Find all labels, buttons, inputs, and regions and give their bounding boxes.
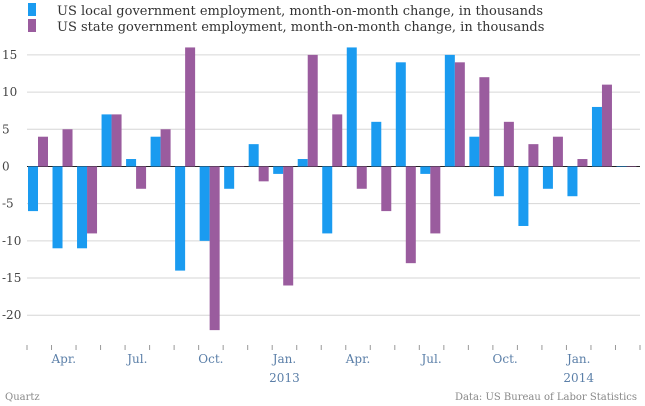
bar-state	[111, 114, 122, 167]
bar-state	[209, 166, 220, 331]
bar-local	[591, 106, 602, 167]
x-tick-label: Jul.	[419, 352, 441, 366]
y-tick-label: -15	[2, 271, 21, 285]
bar-local	[77, 166, 88, 249]
bar-local	[150, 136, 161, 167]
bar-local	[420, 166, 431, 174]
bar-state	[62, 129, 73, 167]
bar-local	[297, 159, 308, 167]
bar-state	[528, 144, 539, 167]
bar-local	[52, 166, 63, 249]
legend-label-local: US local government employment, month-on…	[57, 4, 543, 19]
x-axis: Apr. Jul. Oct. Jan. 2013 Apr. Jul. Oct. Jan. 2014	[26, 345, 641, 385]
x-tick-label: Jul.	[125, 352, 147, 366]
bar-local	[346, 47, 357, 167]
bar-local	[567, 166, 578, 197]
source-right: Data: US Bureau of Labor Statistics	[455, 392, 637, 403]
y-axis: 15 10 5 0 -5 -10 -15 -20	[2, 48, 21, 322]
y-tick-label: -5	[2, 197, 14, 211]
x-tick-year: 2013	[269, 371, 300, 385]
bar-local	[444, 54, 455, 167]
bar-local	[126, 159, 137, 167]
bar-state	[258, 166, 269, 182]
bar-state	[87, 166, 98, 234]
bar-state	[332, 114, 343, 167]
legend: US local government employment, month-on…	[28, 3, 544, 35]
x-tick-label: Jan.	[271, 352, 297, 366]
bar-state	[160, 129, 171, 167]
bars	[28, 47, 637, 331]
bar-state	[626, 166, 637, 167]
bar-state	[234, 166, 245, 167]
bar-state	[38, 136, 48, 167]
y-tick-label: 15	[2, 48, 17, 62]
legend-swatch-state	[28, 19, 36, 32]
bar-state	[283, 166, 294, 286]
bar-state	[185, 47, 196, 167]
bar-state	[307, 54, 318, 167]
x-tick-label: Jan.	[565, 352, 591, 366]
bar-local	[616, 166, 627, 167]
bar-local	[395, 62, 406, 167]
bar-state	[503, 121, 514, 167]
bar-state	[454, 62, 465, 167]
bar-local	[542, 166, 553, 189]
bar-local	[224, 166, 235, 189]
bar-local	[101, 114, 112, 167]
y-tick-label: 5	[2, 122, 10, 136]
x-tick-label: Apr.	[345, 352, 371, 366]
legend-swatch-local	[28, 3, 36, 16]
bar-state	[136, 166, 147, 189]
x-tick-label: Oct.	[493, 352, 518, 366]
y-tick-label: -10	[2, 234, 21, 248]
bar-state	[356, 166, 367, 189]
bar-local	[518, 166, 529, 226]
bar-local	[371, 121, 382, 167]
bar-local	[493, 166, 504, 197]
bar-state	[405, 166, 416, 264]
bar-local	[248, 144, 259, 167]
x-tick-label: Oct.	[198, 352, 223, 366]
bar-state	[601, 84, 612, 167]
bar-local	[469, 136, 480, 167]
legend-label-state: US state government employment, month-on…	[57, 20, 544, 35]
bar-state	[577, 159, 588, 167]
bar-local	[273, 166, 284, 174]
bar-state	[552, 136, 563, 167]
bar-state	[381, 166, 392, 212]
y-tick-label: 0	[2, 159, 10, 173]
bar-local	[175, 166, 186, 271]
y-tick-label: 10	[2, 85, 17, 99]
y-tick-label: -20	[2, 308, 21, 322]
bar-state	[430, 166, 441, 234]
bar-local	[28, 166, 38, 212]
source-left: Quartz	[5, 392, 40, 403]
x-tick-label: Apr.	[50, 352, 76, 366]
x-tick-year: 2014	[563, 371, 594, 385]
bar-local	[199, 166, 210, 241]
bar-local	[322, 166, 333, 234]
bar-state	[479, 77, 490, 167]
